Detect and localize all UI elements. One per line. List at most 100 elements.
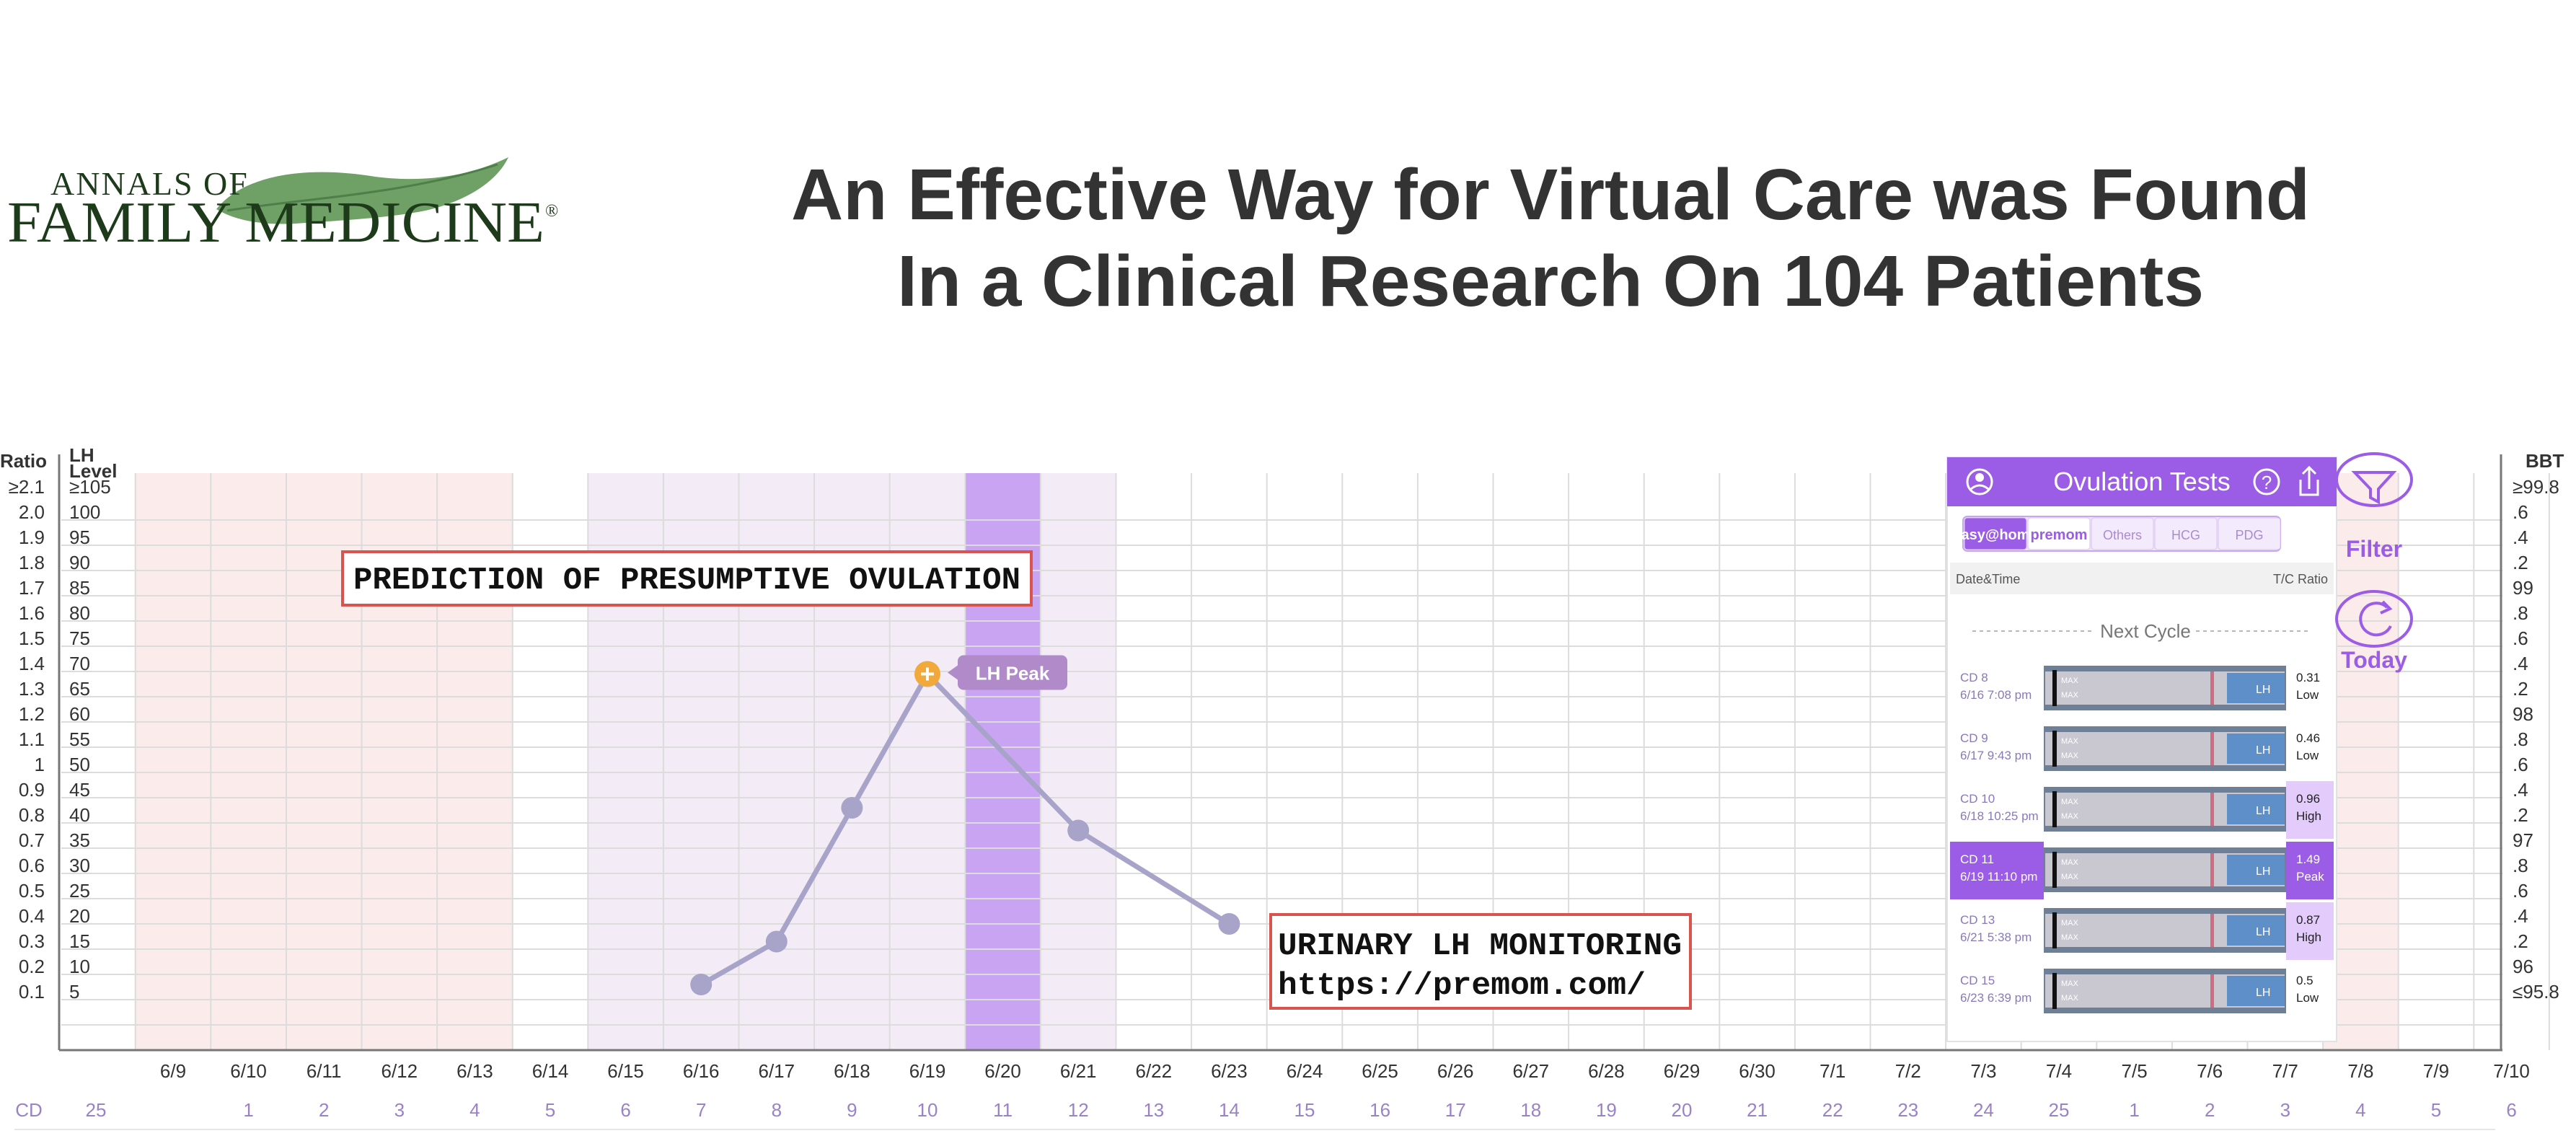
test-time: 6/17 9:43 pm [1960,749,2032,762]
ratio-tick-label: 0.3 [19,930,45,952]
test-cd: CD 11 [1960,853,1994,866]
prediction-annotation: PREDICTION OF PRESUMPTIVE OVULATION [341,550,1033,607]
user-icon[interactable] [1966,468,1993,495]
date-tick-label: 7/8 [2347,1060,2373,1082]
test-ratio: 1.49 [2296,853,2320,866]
filter-button[interactable]: Filter [2335,452,2413,562]
test-level: Low [2296,991,2319,1005]
strip-mark: MAX [2061,858,2079,867]
ratio-axis-title: Ratio [0,450,47,472]
date-tick-label: 6/21 [1060,1060,1097,1082]
test-cd: CD 9 [1960,731,1988,745]
strip-line [2210,671,2214,705]
date-tick-label: 6/14 [532,1060,569,1082]
date-tick-label: 6/19 [909,1060,946,1082]
strip-marker [2052,791,2057,827]
strip-marker [2052,852,2057,888]
test-level: High [2296,930,2321,944]
strip-mark: LH [2256,805,2270,817]
lh-tick-label: 45 [69,779,90,801]
lh-tick-label: 15 [69,930,90,952]
date-tick-label: 6/9 [160,1060,186,1082]
peak-row-highlight [1950,842,2044,899]
strip-tip [2227,855,2285,885]
test-time: 6/18 10:25 pm [1960,809,2039,823]
panel-title: Ovulation Tests [2053,467,2230,496]
date-tick-label: 7/1 [1819,1060,1845,1082]
lh-tick-label: ≥105 [69,476,111,498]
today-button[interactable]: Today [2335,590,2413,673]
cycle-day-label: 12 [1068,1099,1089,1121]
help-icon[interactable]: ? [2253,468,2280,495]
test-time: 6/16 7:08 pm [1960,688,2032,702]
date-tick-label: 6/13 [456,1060,493,1082]
share-icon[interactable] [2299,465,2319,496]
ratio-tick-label: ≥2.1 [9,476,45,498]
date-tick-label: 6/17 [758,1060,795,1082]
date-tick-label: 7/5 [2122,1060,2148,1082]
headline: An Effective Way for Virtual Care was Fo… [721,151,2380,325]
lh-point [1218,913,1240,935]
ratio-tick-label: 1.8 [19,552,45,573]
date-tick-label: 6/24 [1287,1060,1323,1082]
cycle-day-label: 24 [1973,1099,1994,1121]
ratio-tick-label: 1.1 [19,728,45,750]
cycle-day-label: 6 [2506,1099,2516,1121]
tab-pdg[interactable] [2218,517,2281,550]
lh-point [1067,819,1090,842]
strip-mark: LH [2256,684,2270,696]
lh-tick-label: 80 [69,602,90,624]
monitoring-line2: https://premom.com/ [1278,968,1646,1004]
logo-line1: ANNALS OF [50,165,249,202]
date-tick-label: 6/28 [1588,1060,1625,1082]
tab-label: PDG [2235,528,2263,542]
bbt-axis-title: BBT [2526,450,2564,472]
strip-line [2210,732,2214,765]
tab-premom[interactable] [2027,517,2091,550]
strip-mark: MAX [2061,873,2079,881]
cycle-day-label: 17 [1445,1099,1466,1121]
cycle-day-label: 1 [243,1099,253,1121]
tab-easyhome[interactable] [1964,517,2027,550]
test-ratio: 0.87 [2296,913,2320,927]
ratio-tick-label: 2.0 [19,501,45,523]
cycle-day-label: 2 [2205,1099,2215,1121]
test-time: 6/23 6:39 pm [1960,991,2032,1005]
strip-line [2210,853,2214,886]
date-tick-label: 6/25 [1362,1060,1398,1082]
today-label: Today [2341,647,2407,673]
date-tick-label: 6/18 [834,1060,870,1082]
test-cd: CD 8 [1960,671,1988,684]
prediction-label: PREDICTION OF PRESUMPTIVE OVULATION [353,563,1020,599]
next-cycle-label: Next Cycle [2100,620,2191,642]
tab-label: easy@home [1953,527,2037,543]
ratio-tick-label: 0.2 [19,956,45,977]
date-tick-label: 6/10 [230,1060,267,1082]
strip-tip [2227,673,2285,703]
leaf-vein [226,163,498,212]
date-tick-label: 7/6 [2197,1060,2223,1082]
ratio-highlight [2286,902,2334,960]
tab-others[interactable] [2091,517,2154,550]
bbt-tick-label: .8 [2513,602,2528,624]
date-tick-label: 7/4 [2046,1060,2072,1082]
strip-line [2210,974,2214,1008]
cycle-day-label: 20 [1672,1099,1693,1121]
headline-line1: An Effective Way for Virtual Care was Fo… [790,154,2310,235]
annals-logo: ANNALS OF FAMILY MEDICINE ® [7,157,558,255]
test-cd: CD 10 [1960,792,1995,806]
strip-mark: MAX [2061,933,2079,942]
date-tick-label: 6/12 [381,1060,418,1082]
lh-chart: Ratio LH Level BBT≥2.12.01.91.81.71.61.51.4… [0,447,2564,1130]
leaf-icon [216,157,508,224]
tab-hcg[interactable] [2154,517,2218,550]
strip-mark: MAX [2061,691,2079,700]
cycle-day-label: 2 [319,1099,329,1121]
test-cd: CD 13 [1960,913,1995,927]
bbt-tick-label: 96 [2513,956,2533,977]
cycle-day-label: 18 [1520,1099,1541,1121]
test-ratio: 0.46 [2296,731,2320,745]
bbt-tick-label: .8 [2513,855,2528,876]
lh-tick-label: 40 [69,804,90,826]
